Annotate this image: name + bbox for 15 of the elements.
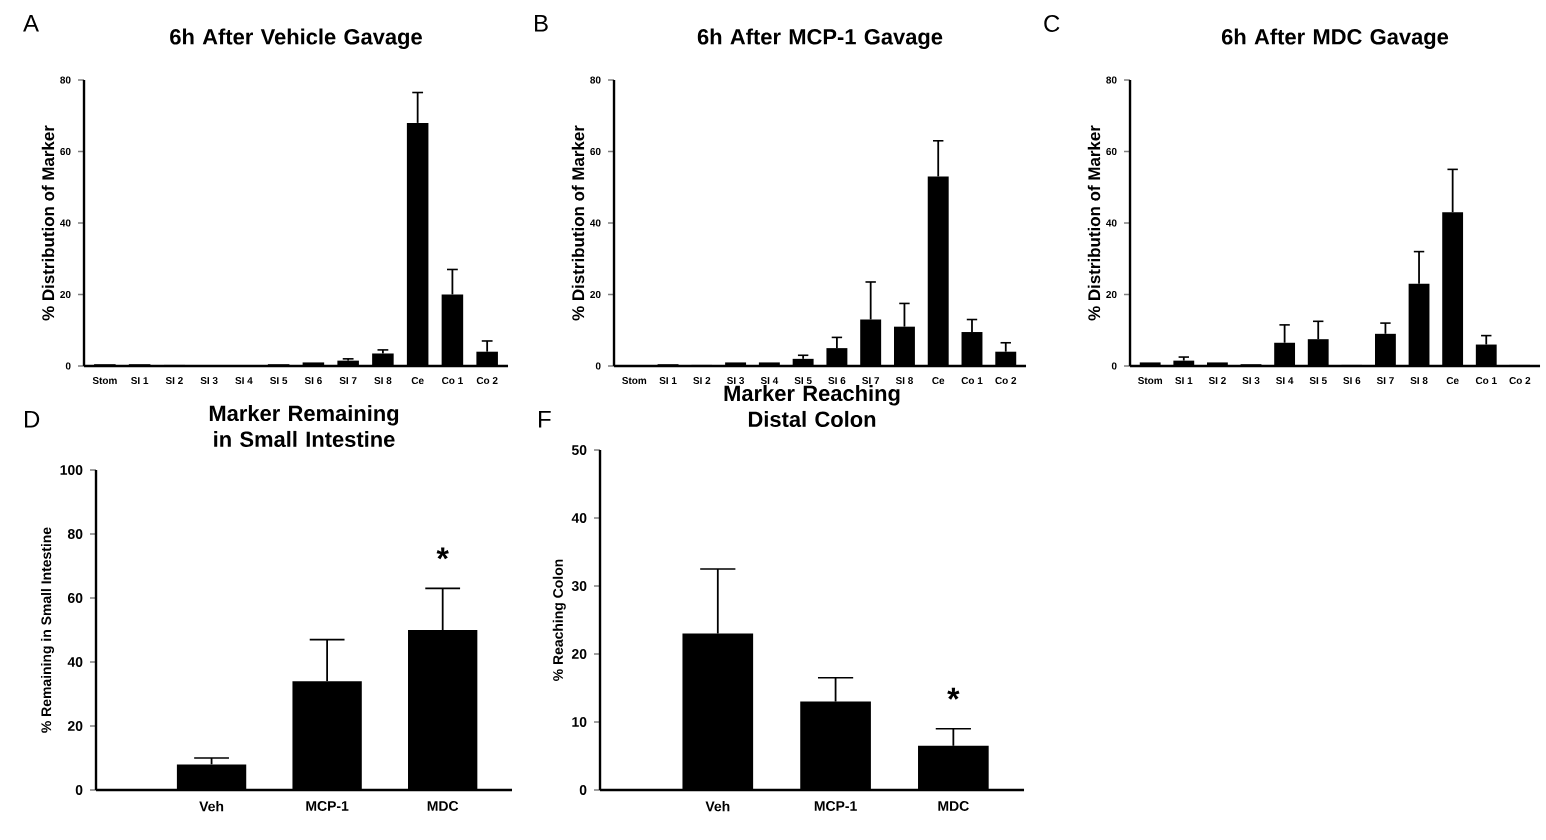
y-axis-title: % Distribution of Marker xyxy=(41,125,55,321)
chart-title: 6h After MDC Gavage xyxy=(1221,28,1449,50)
chart-title: 6h After Vehicle Gavage xyxy=(170,28,422,50)
y-axis-title: % Distribution of Marker xyxy=(1087,125,1101,321)
chart-title: 6h After MCP-1 Gavage xyxy=(697,28,943,50)
text: B xyxy=(535,15,548,32)
chart-title: Marker Remaining in Small Intestine xyxy=(209,405,399,448)
annotation: * xyxy=(436,547,449,560)
text: A xyxy=(23,15,39,32)
text: D xyxy=(25,411,40,428)
text: C xyxy=(1044,15,1060,32)
text: F xyxy=(539,411,551,428)
annotation: * xyxy=(947,687,960,700)
y-axis-title: % Distribution of Marker xyxy=(571,125,585,321)
chart-title: Marker Reaching Distal Colon xyxy=(724,385,900,428)
